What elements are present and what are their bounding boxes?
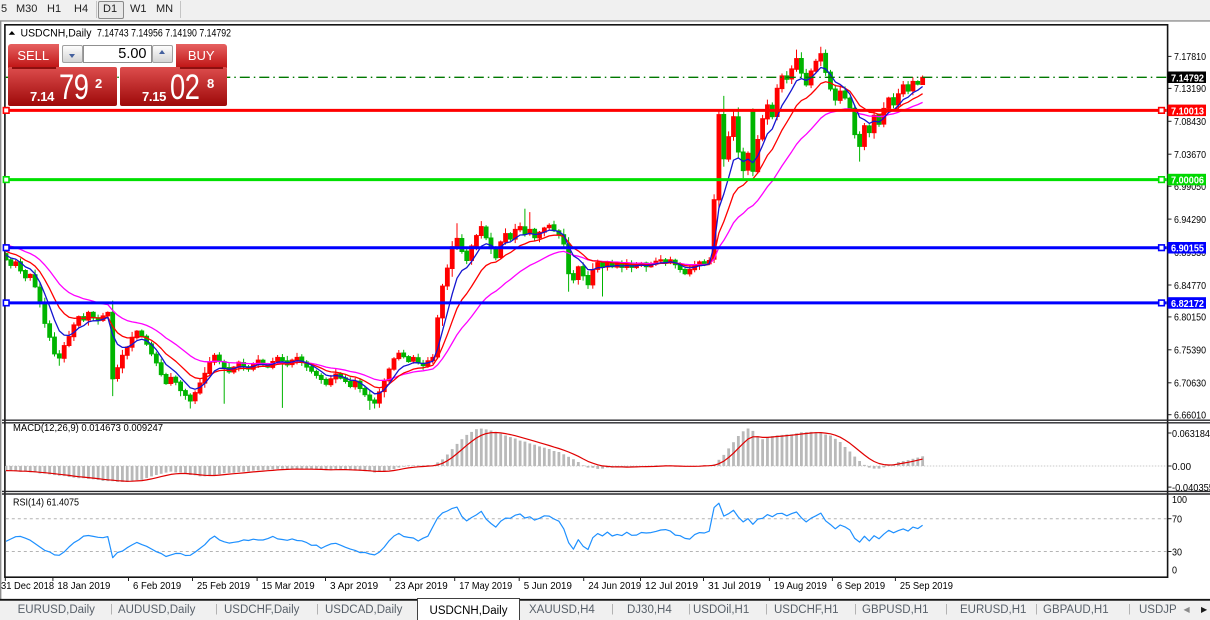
svg-text:25 Sep 2019: 25 Sep 2019 bbox=[900, 580, 953, 592]
svg-text:6.80150: 6.80150 bbox=[1174, 312, 1206, 324]
svg-text:0: 0 bbox=[1172, 564, 1177, 576]
svg-text:6.66010: 6.66010 bbox=[1174, 410, 1206, 422]
svg-text:30: 30 bbox=[1172, 546, 1182, 558]
svg-text:31 Jul 2019: 31 Jul 2019 bbox=[708, 580, 761, 592]
svg-text:USDCNH,Daily: USDCNH,Daily bbox=[21, 28, 92, 40]
svg-text:70: 70 bbox=[1172, 514, 1182, 526]
svg-text:23 Apr 2019: 23 Apr 2019 bbox=[395, 580, 448, 592]
svg-text:-0.040355: -0.040355 bbox=[1172, 482, 1210, 494]
svg-text:0.063184: 0.063184 bbox=[1172, 428, 1210, 440]
svg-text:100: 100 bbox=[1172, 494, 1187, 506]
svg-text:7.13190: 7.13190 bbox=[1174, 83, 1206, 95]
svg-text:25 Feb 2019: 25 Feb 2019 bbox=[197, 580, 250, 592]
svg-text:24 Jun 2019: 24 Jun 2019 bbox=[588, 580, 641, 592]
svg-text:6.94290: 6.94290 bbox=[1174, 214, 1206, 226]
svg-text:7.14743 7.14956 7.14190 7.1479: 7.14743 7.14956 7.14190 7.14792 bbox=[97, 28, 231, 40]
svg-text:15 Mar 2019: 15 Mar 2019 bbox=[262, 580, 315, 592]
svg-text:6.70630: 6.70630 bbox=[1174, 378, 1206, 390]
svg-text:5 Jun 2019: 5 Jun 2019 bbox=[524, 580, 572, 592]
svg-text:6.75390: 6.75390 bbox=[1174, 345, 1206, 357]
svg-text:6.90155: 6.90155 bbox=[1171, 243, 1204, 255]
svg-text:6.82172: 6.82172 bbox=[1171, 298, 1204, 310]
svg-text:0.00: 0.00 bbox=[1172, 461, 1191, 473]
svg-text:7.10013: 7.10013 bbox=[1171, 105, 1204, 117]
svg-text:7.08430: 7.08430 bbox=[1174, 116, 1206, 128]
svg-text:17 May 2019: 17 May 2019 bbox=[459, 580, 512, 592]
svg-text:18 Jan 2019: 18 Jan 2019 bbox=[57, 580, 110, 592]
svg-text:19 Aug 2019: 19 Aug 2019 bbox=[774, 580, 827, 592]
svg-text:31 Dec 2018: 31 Dec 2018 bbox=[1, 580, 54, 592]
svg-text:7.17810: 7.17810 bbox=[1174, 51, 1206, 63]
svg-text:RSI(14) 61.4075: RSI(14) 61.4075 bbox=[13, 497, 79, 509]
svg-text:6 Feb 2019: 6 Feb 2019 bbox=[133, 580, 181, 592]
svg-text:12 Jul 2019: 12 Jul 2019 bbox=[645, 580, 698, 592]
svg-text:6.84770: 6.84770 bbox=[1174, 280, 1206, 292]
svg-text:7.14792: 7.14792 bbox=[1171, 72, 1204, 84]
svg-text:3 Apr 2019: 3 Apr 2019 bbox=[330, 580, 378, 592]
svg-text:6 Sep 2019: 6 Sep 2019 bbox=[837, 580, 885, 592]
svg-text:7.03670: 7.03670 bbox=[1174, 149, 1206, 161]
svg-text:MACD(12,26,9) 0.014673 0.00924: MACD(12,26,9) 0.014673 0.009247 bbox=[13, 422, 163, 434]
svg-text:7.00006: 7.00006 bbox=[1171, 175, 1204, 187]
